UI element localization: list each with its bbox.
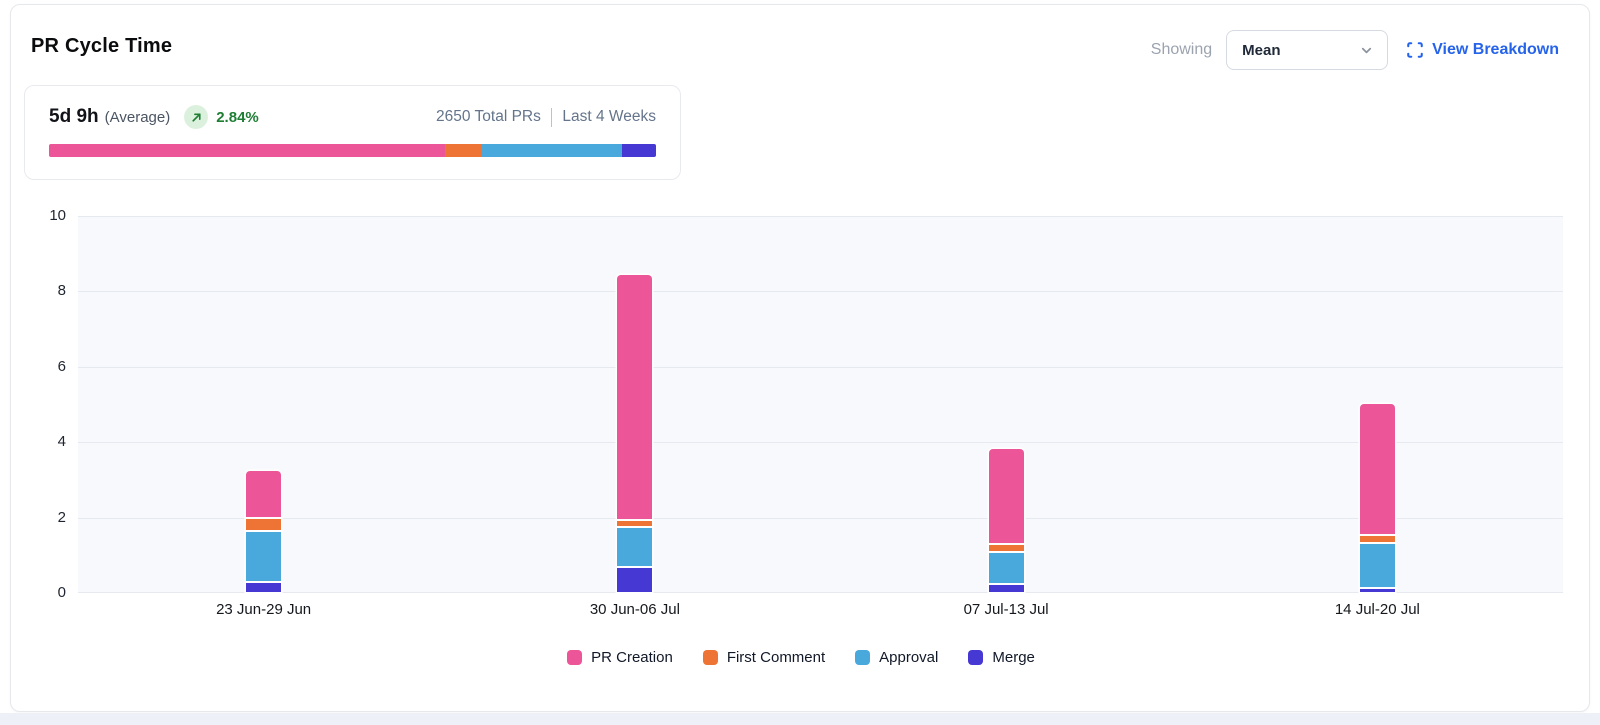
legend-swatch: [968, 650, 984, 665]
cycle-time-distribution-bar: [49, 144, 656, 157]
bar-segment[interactable]: [988, 584, 1024, 592]
legend-swatch: [855, 650, 871, 665]
bar-segment[interactable]: [617, 275, 653, 519]
y-tick-label: 8: [57, 282, 66, 300]
x-axis-label: 30 Jun-06 Jul: [589, 601, 680, 618]
bar-segment[interactable]: [246, 471, 282, 517]
legend-item[interactable]: PR Creation: [567, 649, 673, 666]
x-axis-label: 07 Jul-13 Jul: [963, 601, 1049, 618]
chart-legend: PR Creation First Comment Approval Merge: [11, 649, 1591, 666]
trend-up-icon: [184, 105, 209, 129]
gridline: [78, 442, 1563, 444]
y-tick-label: 10: [49, 207, 66, 224]
bar-stack[interactable]: [1359, 216, 1395, 593]
bar-segment[interactable]: [988, 552, 1024, 583]
legend-swatch: [567, 650, 583, 665]
x-axis-label: 14 Jul-20 Jul: [1334, 601, 1420, 618]
bar-segment[interactable]: [1359, 589, 1395, 592]
legend-label: Merge: [992, 649, 1035, 666]
bar-segment[interactable]: [988, 545, 1024, 551]
pr-cycle-time-widget: PR Cycle Time Showing Mean View Breakdow…: [10, 4, 1590, 712]
bar-stack[interactable]: [246, 216, 282, 593]
bar-segment[interactable]: [617, 520, 653, 527]
legend-item[interactable]: Approval: [855, 649, 938, 666]
average-qualifier: (Average): [104, 108, 171, 126]
legend-item[interactable]: Merge: [968, 649, 1035, 666]
legend-label: PR Creation: [591, 649, 673, 666]
y-tick-label: 6: [57, 357, 66, 375]
bar-stack[interactable]: [617, 216, 653, 593]
header-controls: Showing Mean View Breakdown: [1151, 28, 1559, 72]
distribution-segment: [445, 144, 482, 157]
page-bottom-strip: [0, 713, 1600, 725]
legend-item[interactable]: First Comment: [702, 649, 826, 666]
bar-segment[interactable]: [617, 528, 653, 566]
y-tick-label: 4: [57, 433, 66, 451]
period-text: Last 4 Weeks: [562, 108, 656, 125]
bar-segment[interactable]: [246, 518, 282, 530]
meta-divider: [550, 107, 553, 127]
bar-segment[interactable]: [988, 448, 1024, 543]
y-axis: 0 2 4 6 8 10: [11, 207, 66, 601]
metric-dropdown-value: Mean: [1242, 41, 1281, 59]
showing-label: Showing: [1150, 41, 1213, 58]
legend-swatch: [702, 650, 718, 665]
distribution-segment: [481, 144, 622, 157]
distribution-segment: [49, 144, 446, 157]
summary-meta: 2650 Total PRs Last 4 Weeks: [436, 107, 656, 127]
gridline: [78, 517, 1563, 519]
legend-label: First Comment: [726, 649, 826, 666]
bar-segment[interactable]: [1359, 543, 1395, 587]
average-cycle-time-value: 5d 9h: [49, 106, 99, 127]
bar-segment[interactable]: [1359, 404, 1395, 535]
view-breakdown-label: View Breakdown: [1432, 41, 1559, 58]
metric-dropdown[interactable]: Mean: [1226, 30, 1389, 70]
legend-label: Approval: [879, 649, 939, 666]
view-breakdown-link[interactable]: View Breakdown: [1406, 41, 1559, 59]
page-title: PR Cycle Time: [31, 35, 173, 57]
expand-icon: [1406, 41, 1424, 59]
total-prs-text: 2650 Total PRs: [436, 108, 541, 125]
gridline: [78, 366, 1563, 368]
bar-segment[interactable]: [246, 531, 282, 581]
x-axis-label: 23 Jun-29 Jun: [216, 601, 312, 618]
chevron-down-icon: [1359, 43, 1374, 58]
y-tick-label: 0: [57, 584, 66, 601]
bar-stack[interactable]: [988, 216, 1024, 593]
summary-card: 5d 9h (Average) 2.84% 2650 Total PRs Las…: [24, 85, 681, 180]
y-tick-label: 2: [57, 508, 66, 526]
bar-segment[interactable]: [617, 567, 653, 592]
gridline: [78, 291, 1563, 293]
bar-segment[interactable]: [1359, 536, 1395, 542]
distribution-segment: [621, 144, 656, 157]
chart-plot-area: [78, 216, 1563, 593]
gridline: [78, 592, 1563, 593]
bar-segment[interactable]: [246, 582, 282, 592]
gridline: [78, 216, 1563, 217]
trend-percent: 2.84%: [216, 108, 259, 126]
x-axis: 23 Jun-29 Jun 30 Jun-06 Jul 07 Jul-13 Jul 1…: [78, 601, 1563, 621]
